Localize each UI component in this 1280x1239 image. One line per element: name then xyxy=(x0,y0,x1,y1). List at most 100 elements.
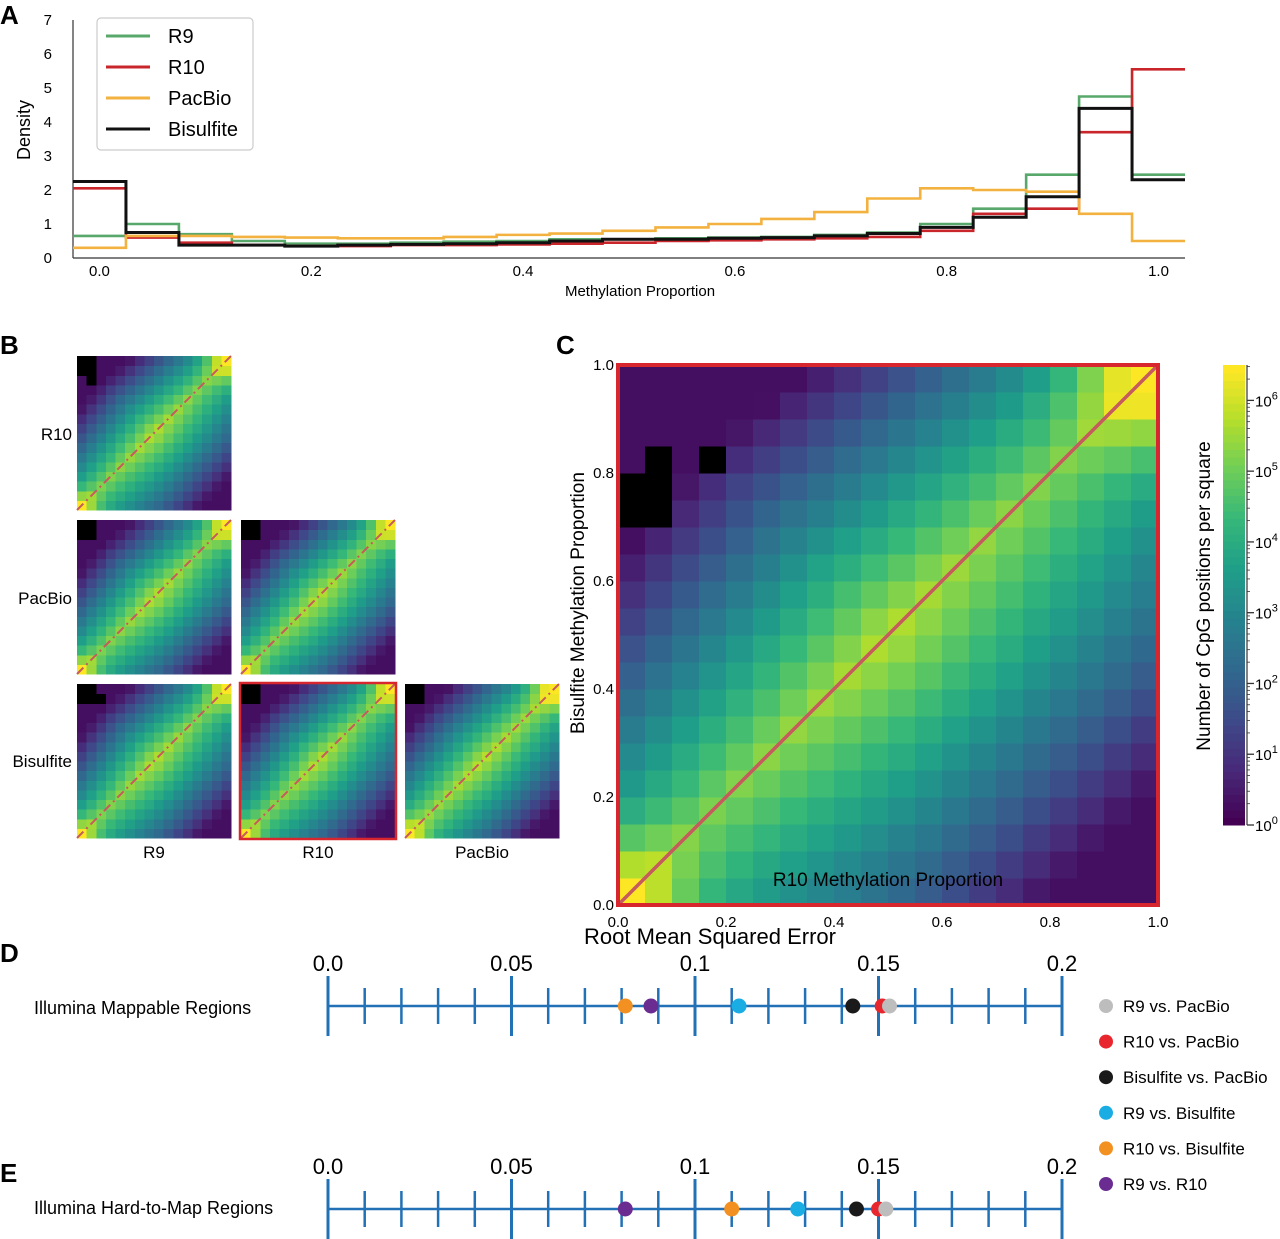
panel-b-cell xyxy=(298,693,309,704)
panel-b-cell xyxy=(221,741,232,752)
panel-c-cell xyxy=(1131,419,1159,447)
panel-b-cell xyxy=(385,625,396,636)
panel-c-colorbar-segment xyxy=(1223,771,1245,780)
panel-c-colorbar-segment xyxy=(1223,457,1245,466)
panel-b-cell xyxy=(96,780,107,791)
panel-c-cell xyxy=(915,851,943,879)
panel-b-cell xyxy=(491,712,502,723)
panel-c-cell xyxy=(888,581,916,609)
panel-b-cell xyxy=(260,635,271,646)
panel-b-cell xyxy=(260,558,271,569)
panel-b-cell xyxy=(173,384,184,395)
panel-b-cell xyxy=(182,809,193,820)
panel-b-cell xyxy=(289,558,300,569)
panel-c-cell xyxy=(699,365,727,393)
panel-b-cell xyxy=(510,818,521,829)
panel-b-cell xyxy=(154,529,165,540)
panel-c-cell xyxy=(942,500,970,528)
panel-c-cell xyxy=(780,446,808,474)
panel-b-heatmap-r10-vs-r9 xyxy=(76,355,232,511)
panel-c-cell xyxy=(915,878,943,906)
panel-b-heatmap-pacbio-vs-r10 xyxy=(240,519,396,675)
panel-b-cell xyxy=(346,625,357,636)
panel-b-cell xyxy=(433,818,444,829)
panel-b-cell xyxy=(173,606,184,617)
panel-b-row-label: PacBio xyxy=(18,589,72,608)
panel-b-cell xyxy=(115,597,126,608)
panel-c-cell xyxy=(888,851,916,879)
panel-b-cell xyxy=(77,394,88,405)
panel-c-cell xyxy=(861,743,889,771)
panel-c-cell xyxy=(672,392,700,420)
panel-b-cell xyxy=(241,761,252,772)
panel-b-cell xyxy=(154,413,165,424)
panel-b-cell xyxy=(433,722,444,733)
panel-b-cell xyxy=(289,684,300,695)
panel-c-cell xyxy=(807,608,835,636)
panel-b-cell xyxy=(192,433,203,444)
panel-b-cell xyxy=(211,751,222,762)
panel-b-cell xyxy=(202,780,213,791)
panel-b-cell xyxy=(192,500,203,511)
panel-c-colorbar-segment xyxy=(1223,725,1245,734)
panel-b-cell xyxy=(105,703,116,714)
panel-b-cell xyxy=(182,577,193,588)
panel-b-cell xyxy=(472,684,483,695)
panel-b-cell xyxy=(77,539,88,550)
panel-b-cell xyxy=(173,413,184,424)
panel-b-cell xyxy=(173,799,184,810)
panel-b-cell xyxy=(308,539,319,550)
panel-b-cell xyxy=(202,597,213,608)
panel-b-cell xyxy=(96,384,107,395)
panel-b-cell xyxy=(308,587,319,598)
panel-b-highlight-frame xyxy=(238,681,398,841)
panel-b-cell xyxy=(318,520,329,531)
panel-b-cell xyxy=(134,664,145,675)
panel-b-cell xyxy=(250,703,261,714)
panel-c-cell xyxy=(645,635,673,663)
panel-b-cell xyxy=(115,548,126,559)
panel-b-cell xyxy=(260,654,271,665)
panel-b-cell xyxy=(462,818,473,829)
panel-b-cell xyxy=(192,558,203,569)
panel-b-cell xyxy=(182,828,193,839)
panel-c-colorbar-segment xyxy=(1223,487,1245,496)
panel-c-cell xyxy=(1131,770,1159,798)
panel-b-cell xyxy=(173,654,184,665)
panel-c-cell xyxy=(807,500,835,528)
panel-b-cell xyxy=(375,587,386,598)
panel-b-cell xyxy=(530,828,541,839)
panel-c-colorbar-segment xyxy=(1223,602,1245,611)
panel-c-cell xyxy=(699,716,727,744)
panel-b-cell xyxy=(163,568,174,579)
panel-b-cell xyxy=(356,520,367,531)
panel-b-cell xyxy=(163,809,174,820)
panel-b-cell xyxy=(182,375,193,386)
panel-b-cell xyxy=(269,616,280,627)
panel-c-cell xyxy=(1131,581,1159,609)
panel-b-cell xyxy=(269,693,280,704)
panel-b-cell xyxy=(385,645,396,656)
panel-b-cell xyxy=(192,606,203,617)
panel-b-cell xyxy=(182,539,193,550)
panel-b-cell xyxy=(491,809,502,820)
panel-b-cell xyxy=(134,365,145,376)
panel-b-cell xyxy=(134,741,145,752)
panel-c-cell xyxy=(1050,851,1078,879)
panel-b-cell xyxy=(86,828,97,839)
panel-b-cell xyxy=(269,548,280,559)
panel-b-cell xyxy=(173,712,184,723)
panel-b-cell xyxy=(250,568,261,579)
panel-b-cell xyxy=(192,461,203,472)
panel-b-cell xyxy=(125,693,136,704)
panel-b-cell xyxy=(163,780,174,791)
panel-b-cell xyxy=(182,365,193,376)
panel-c-cell xyxy=(861,527,889,555)
panel-b-cell xyxy=(96,625,107,636)
panel-b-cell xyxy=(549,741,560,752)
panel-a-legend-label: PacBio xyxy=(168,88,231,110)
panel-b-cell xyxy=(250,539,261,550)
panel-c-y-tick-label: 0.8 xyxy=(593,465,614,482)
panel-b-cell xyxy=(105,770,116,781)
